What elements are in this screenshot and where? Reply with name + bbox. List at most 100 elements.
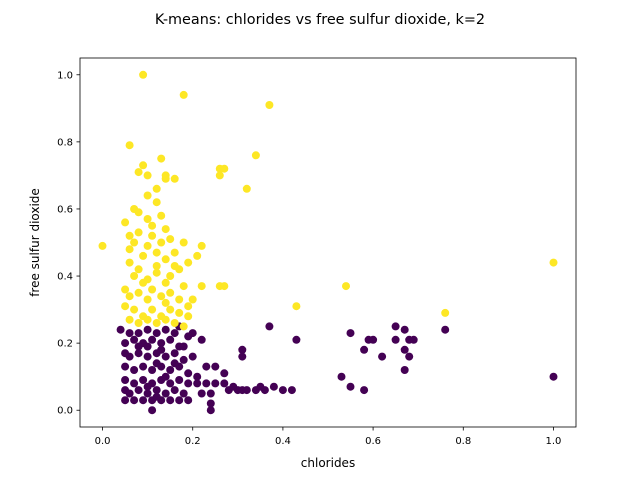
data-point [152, 359, 161, 368]
data-point [143, 389, 152, 398]
data-point [197, 282, 206, 291]
data-point [211, 362, 220, 371]
data-point [143, 215, 152, 223]
data-point [179, 90, 188, 99]
data-point [130, 396, 139, 405]
data-point [175, 308, 184, 317]
data-point [121, 285, 130, 294]
data-point [125, 245, 134, 254]
data-point [130, 238, 139, 247]
data-point [184, 396, 193, 405]
data-point [337, 372, 346, 381]
x-axis: 0.0 0.2 0.4 0.6 0.8 1.0 [95, 427, 562, 447]
data-point [134, 168, 143, 177]
data-point [360, 386, 369, 395]
data-point [278, 386, 287, 395]
data-point [143, 171, 152, 180]
data-point [148, 305, 157, 314]
data-point [179, 282, 188, 291]
data-point [238, 352, 247, 361]
data-point [130, 272, 139, 280]
data-point [152, 268, 161, 277]
data-point [125, 315, 134, 324]
x-tick-label: 0.6 [365, 436, 381, 447]
x-axis-label: chlorides [301, 456, 355, 470]
data-point [139, 362, 148, 371]
y-axis-label: free sulfur dioxide [28, 188, 42, 297]
data-point [134, 288, 143, 297]
data-point [166, 335, 175, 344]
data-point [148, 366, 157, 374]
data-point [220, 282, 229, 291]
data-point [346, 382, 355, 391]
data-point [378, 352, 387, 361]
data-point [391, 335, 400, 344]
data-point [220, 164, 229, 173]
data-point [175, 376, 184, 384]
data-point [139, 70, 148, 79]
data-point [121, 396, 130, 405]
data-point [166, 396, 175, 405]
data-point [211, 379, 220, 388]
data-point [441, 308, 450, 317]
data-point [148, 406, 157, 415]
data-point [170, 174, 179, 183]
data-point [400, 345, 409, 354]
data-point [148, 335, 157, 344]
data-point [215, 171, 224, 180]
data-point [179, 322, 188, 331]
data-point [125, 141, 134, 150]
data-point [152, 392, 161, 401]
data-point [152, 319, 161, 327]
data-point [549, 372, 558, 381]
data-point [157, 339, 166, 348]
data-point [139, 278, 148, 287]
data-point [441, 325, 450, 334]
data-point [157, 238, 166, 247]
data-point [179, 342, 188, 351]
data-point [166, 305, 175, 314]
data-point [292, 302, 301, 311]
data-point [197, 389, 206, 398]
data-point [265, 101, 274, 109]
data-point [188, 352, 197, 361]
data-point [130, 379, 139, 388]
data-point [148, 231, 157, 240]
y-tick-label: 0.8 [57, 137, 73, 148]
data-point [161, 255, 170, 264]
data-point [152, 248, 161, 257]
data-point [170, 319, 179, 327]
x-tick-label: 0.0 [95, 436, 111, 447]
data-point [170, 329, 179, 338]
data-point [143, 382, 152, 391]
data-point [148, 285, 157, 294]
data-point [342, 282, 350, 291]
data-point [184, 258, 193, 267]
data-point [175, 396, 184, 405]
data-point [157, 345, 166, 354]
y-tick-label: 0.0 [57, 406, 73, 417]
data-point [98, 241, 107, 250]
data-point [238, 345, 247, 354]
y-tick-label: 0.2 [57, 339, 73, 350]
data-point [170, 349, 179, 358]
data-point [161, 325, 170, 334]
data-point [400, 366, 409, 374]
data-point [391, 322, 400, 331]
x-tick-label: 0.4 [275, 436, 291, 447]
data-point [125, 258, 134, 267]
data-point [400, 325, 409, 334]
data-point [369, 335, 378, 344]
data-point [170, 359, 179, 368]
points-layer [98, 70, 558, 415]
data-point [130, 305, 139, 314]
data-point [170, 386, 179, 395]
data-point [134, 228, 143, 237]
data-point [184, 302, 193, 311]
data-point [125, 231, 134, 240]
data-point [242, 386, 251, 395]
x-tick-label: 1.0 [546, 436, 562, 447]
data-point [139, 376, 148, 384]
data-point [134, 342, 143, 351]
data-point [152, 386, 161, 395]
